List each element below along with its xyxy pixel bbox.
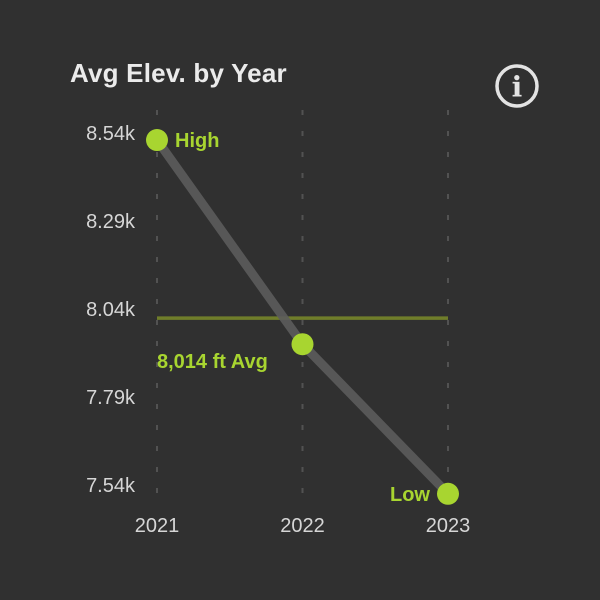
info-circle-icon: i — [495, 64, 539, 108]
y-tick-label: 8.54k — [86, 123, 136, 145]
x-tick-label-2022: 2022 — [280, 515, 325, 537]
y-tick-label: 8.04k — [86, 299, 136, 321]
y-tick-label: 8.29k — [86, 211, 136, 233]
info-button[interactable]: i — [494, 63, 540, 109]
x-tick-label-2021: 2021 — [135, 515, 180, 537]
chart-title: Avg Elev. by Year — [70, 58, 287, 88]
info-glyph: i — [512, 71, 523, 104]
y-tick-label: 7.79k — [86, 387, 136, 409]
y-tick-label: 7.54k — [86, 475, 136, 497]
avg-value-label: 8,014 ft Avg — [157, 351, 268, 373]
point-label-high: High — [175, 130, 219, 152]
data-point-2023 — [437, 482, 459, 505]
point-label-low: Low — [390, 484, 430, 506]
x-tick-label-2023: 2023 — [426, 515, 471, 537]
data-point-2022 — [291, 333, 314, 356]
data-point-2021 — [146, 129, 168, 152]
